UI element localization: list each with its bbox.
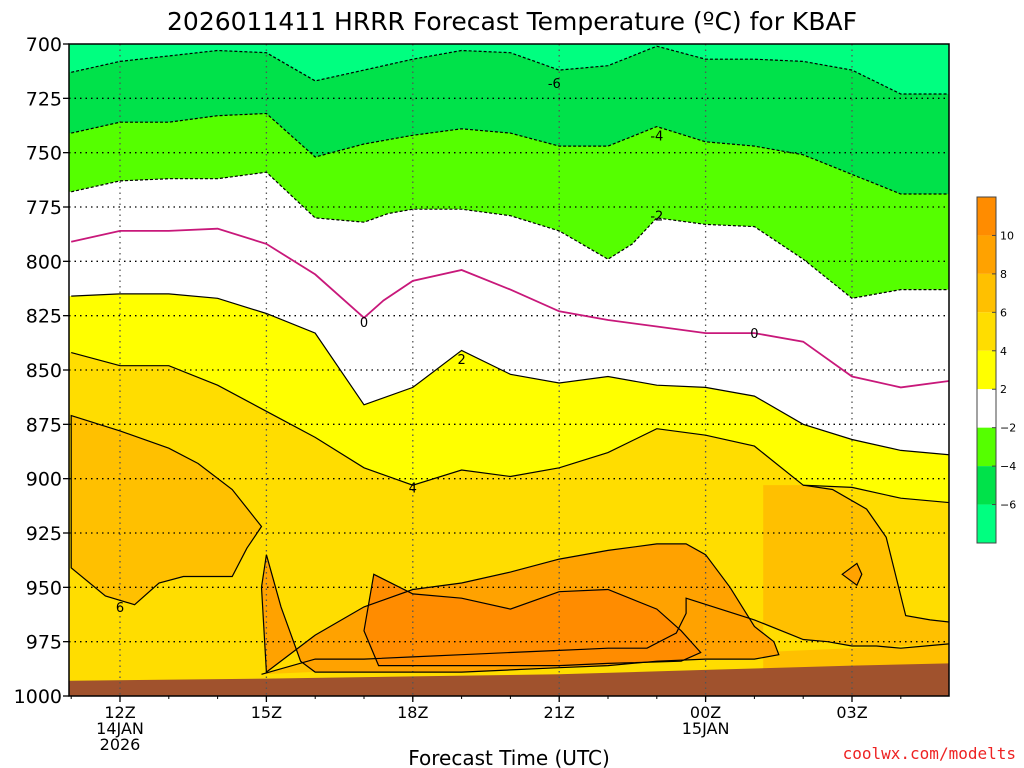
x-tick-label: 00Z xyxy=(690,703,721,722)
colorbar-swatch xyxy=(977,504,996,543)
y-tick-label: 825 xyxy=(26,306,62,328)
y-tick-label: 900 xyxy=(26,469,62,491)
contour-fill-t8_blob xyxy=(842,563,862,586)
plot-area xyxy=(69,44,949,696)
x-tick-label: 14JAN xyxy=(96,719,144,738)
contour-label: -4 xyxy=(650,129,663,144)
x-tick-label: 21Z xyxy=(544,703,575,722)
contour-label: -6 xyxy=(548,77,561,92)
y-tick-label: 850 xyxy=(26,360,62,382)
watermark: coolwx.com/modelts xyxy=(843,744,1016,763)
contour-t8_blob xyxy=(841,562,863,587)
colorbar-label: −2 xyxy=(1000,422,1016,435)
contour-label: 4 xyxy=(409,481,417,496)
x-tick-label: 18Z xyxy=(397,703,428,722)
colorbar-label: 4 xyxy=(1000,345,1007,358)
contour-t6a xyxy=(70,414,263,606)
colorbar-swatch xyxy=(977,235,996,274)
contour-label: 6 xyxy=(116,601,124,616)
contour-label: -2 xyxy=(650,210,663,225)
x-tick-label: 03Z xyxy=(836,703,867,722)
y-tick-label: 950 xyxy=(26,577,62,599)
contour-label: 0 xyxy=(360,316,368,331)
fill-6-to-8-west xyxy=(71,415,262,605)
colorbar-label: 2 xyxy=(1000,383,1007,396)
colorbar-label: 6 xyxy=(1000,306,1007,319)
colorbar-label: −6 xyxy=(1000,499,1016,512)
colorbar-swatch xyxy=(977,273,996,313)
contour-m2 xyxy=(71,171,949,299)
fill-6-to-8-east xyxy=(261,485,949,696)
contour-zero xyxy=(71,227,949,389)
y-tick-label: 925 xyxy=(26,523,62,545)
y-tick-label: 1000 xyxy=(14,686,62,708)
x-tick-label: 15JAN xyxy=(682,719,730,738)
y-tick-label: 775 xyxy=(26,197,62,219)
contour-t8 xyxy=(260,543,780,674)
contour-m4 xyxy=(71,112,949,195)
colorbar-swatch xyxy=(977,312,996,351)
colorbar-swatch xyxy=(977,350,996,390)
contour-m6 xyxy=(71,45,949,95)
y-axis: 700 725 750 775 800 825 850 875 900 925 950 975 1000 xyxy=(14,34,69,708)
x-axis-title: Forecast Time (UTC) xyxy=(408,746,610,768)
x-tick-label: 12Z xyxy=(104,703,135,722)
chart-title: 2026011411 HRRR Forecast Temperature (ºC… xyxy=(167,7,857,36)
colorbar-swatch xyxy=(977,466,996,505)
colorbar-swatch xyxy=(977,197,996,236)
colorbar-frame xyxy=(976,196,997,544)
colorbar: 10 8 6 4 2 −2 −4 −6 xyxy=(976,196,1016,544)
y-tick-label: 725 xyxy=(26,88,62,110)
colorbar-label: 8 xyxy=(1000,268,1007,281)
y-tick-label: 975 xyxy=(26,632,62,654)
contour-lines xyxy=(70,45,949,675)
x-tick-label: 15Z xyxy=(251,703,282,722)
contour-labels: -6 -4 -2 0 0 2 4 6 xyxy=(116,77,759,616)
colorbar-label: 10 xyxy=(1000,229,1014,242)
y-tick-label: 800 xyxy=(26,251,62,273)
contour-t6c xyxy=(803,484,949,623)
x-tick-label: 2026 xyxy=(100,735,141,754)
colorbar-swatch xyxy=(977,427,996,467)
contour-t10 xyxy=(363,573,702,667)
grid-lines xyxy=(69,44,949,696)
y-tick-label: 750 xyxy=(26,143,62,165)
y-tick-label: 875 xyxy=(26,414,62,436)
contour-label: 0 xyxy=(750,327,758,342)
colorbar-label: −4 xyxy=(1000,460,1016,473)
contour-t6b xyxy=(261,597,949,675)
ground-fill xyxy=(69,663,949,696)
contour-t2 xyxy=(71,293,949,456)
y-tick-label: 700 xyxy=(26,34,62,56)
contour-label: 2 xyxy=(457,353,465,368)
colorbar-swatch xyxy=(977,389,996,428)
